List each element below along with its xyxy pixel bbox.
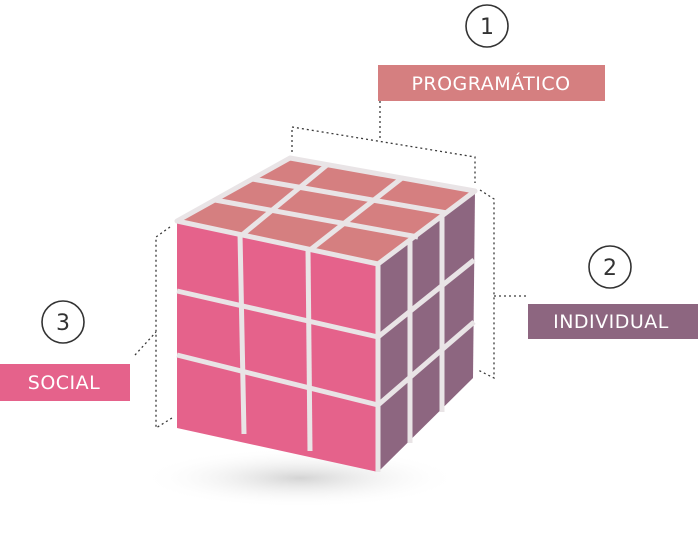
cube-top-face xyxy=(177,158,475,264)
cube-side-face xyxy=(378,191,475,472)
cube-grid-line xyxy=(176,352,379,408)
individual-text: INDIVIDUAL xyxy=(553,311,669,333)
individual-box xyxy=(528,304,698,339)
cube-shadow xyxy=(140,448,460,508)
programatico-label: 1 PROGRAMÁTICO xyxy=(378,4,605,101)
programatico-number-circle xyxy=(465,4,509,48)
individual-number-circle xyxy=(588,245,632,289)
individual-bracket xyxy=(477,189,495,380)
social-box xyxy=(0,364,130,401)
cube-grid-line xyxy=(376,258,476,339)
programatico-box xyxy=(378,65,605,101)
social-text: SOCIAL xyxy=(28,372,100,394)
social-number: 3 xyxy=(56,311,70,336)
social-bracket xyxy=(155,226,173,430)
individual-number: 2 xyxy=(603,256,617,281)
cube-grid-line xyxy=(214,197,419,240)
cube-outline xyxy=(174,155,478,267)
individual-label: 2 INDIVIDUAL xyxy=(528,245,698,339)
social-label: 3 SOCIAL xyxy=(0,300,130,401)
social-number-circle xyxy=(41,300,85,344)
programatico-text: PROGRAMÁTICO xyxy=(411,72,570,95)
cube-grid-line xyxy=(237,233,247,435)
cube-grid-line xyxy=(251,176,448,216)
cube-grid-line xyxy=(305,248,313,452)
cube-front-face xyxy=(177,221,378,472)
cube-grid-line xyxy=(240,163,329,237)
cube-grid-line xyxy=(308,176,404,252)
cube xyxy=(174,155,478,472)
programatico-number: 1 xyxy=(480,15,494,40)
cube-grid-line xyxy=(376,320,476,407)
social-connector xyxy=(134,331,157,356)
cube-grid-line xyxy=(176,288,379,340)
